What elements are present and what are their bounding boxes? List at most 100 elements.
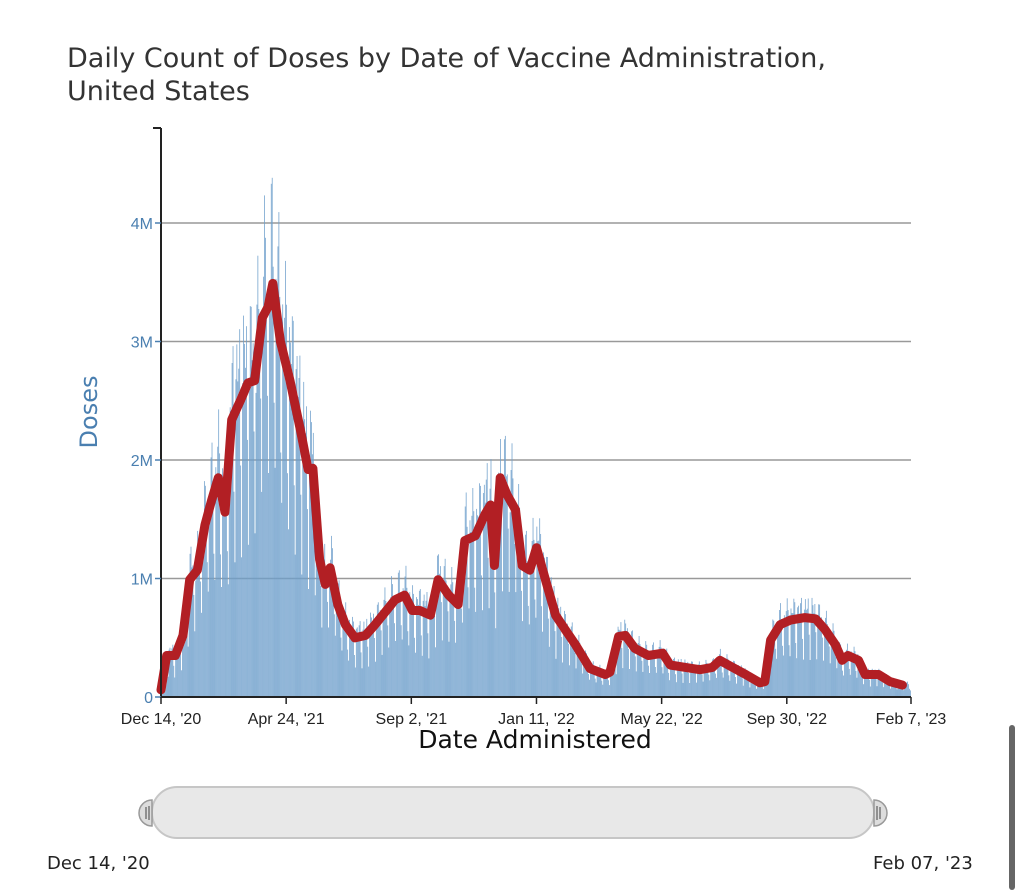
daily-bar: [815, 632, 817, 697]
daily-bar: [809, 660, 811, 697]
daily-bar: [286, 304, 287, 697]
daily-bar: [424, 606, 426, 697]
daily-bar: [620, 622, 622, 697]
daily-bar: [631, 631, 632, 697]
daily-bar: [408, 645, 410, 697]
daily-bar: [459, 570, 460, 697]
daily-bar: [468, 608, 470, 697]
daily-bar: [497, 476, 499, 697]
daily-bar: [771, 634, 773, 697]
daily-bar: [212, 484, 214, 697]
daily-bar: [452, 582, 454, 697]
daily-bar: [617, 626, 619, 697]
daily-bar: [811, 597, 813, 697]
daily-bar: [858, 655, 860, 697]
daily-bar: [869, 686, 871, 697]
daily-bar: [449, 602, 451, 697]
daily-bar: [535, 617, 537, 697]
daily-bar: [568, 665, 570, 697]
daily-bar: [659, 640, 661, 697]
daily-bar: [512, 478, 514, 697]
daily-bar: [541, 606, 542, 697]
daily-bar: [480, 485, 481, 697]
daily-bar: [627, 628, 628, 697]
daily-bar: [305, 433, 307, 697]
daily-bar: [476, 508, 478, 697]
daily-bar: [300, 494, 302, 697]
daily-bar: [237, 381, 239, 697]
daily-bar: [729, 680, 731, 697]
daily-bar: [432, 598, 434, 697]
daily-bar: [227, 584, 229, 697]
daily-bar: [418, 590, 420, 697]
daily-bar: [337, 583, 339, 697]
range-slider[interactable]: [138, 786, 888, 839]
daily-bar: [561, 637, 563, 697]
daily-bar: [239, 329, 241, 697]
daily-bar: [612, 654, 614, 697]
daily-bar: [456, 604, 457, 697]
daily-bar: [259, 323, 261, 697]
daily-bar: [440, 602, 442, 697]
daily-bar: [681, 673, 683, 697]
daily-bar: [902, 688, 904, 697]
daily-bar: [746, 673, 748, 697]
daily-bar: [416, 597, 417, 697]
daily-bar: [887, 678, 888, 697]
daily-bar: [339, 603, 341, 697]
daily-bar: [272, 266, 274, 697]
daily-bar: [555, 658, 557, 697]
daily-bar: [686, 665, 688, 697]
daily-bar: [392, 584, 393, 697]
daily-bar: [614, 663, 616, 697]
daily-bar: [844, 655, 845, 697]
daily-bar: [220, 554, 221, 697]
daily-bar: [453, 597, 455, 697]
daily-bar: [598, 668, 600, 697]
daily-bar: [310, 410, 311, 697]
daily-bar: [229, 407, 231, 697]
daily-bar: [349, 619, 350, 697]
daily-bar: [832, 623, 834, 697]
daily-bar: [558, 608, 560, 697]
range-handle-right[interactable]: [873, 799, 888, 827]
daily-bar: [622, 668, 624, 697]
daily-bar: [543, 552, 544, 697]
daily-bar: [263, 276, 264, 697]
daily-bar: [863, 684, 864, 697]
daily-bar: [509, 512, 511, 697]
daily-bar: [203, 524, 204, 697]
daily-bar: [526, 561, 528, 697]
daily-bar: [169, 647, 171, 697]
y-tick-label: 3M: [131, 335, 153, 352]
daily-bar: [733, 660, 735, 697]
range-slider-track[interactable]: [151, 786, 875, 839]
daily-bar: [311, 422, 312, 697]
daily-bar: [353, 621, 354, 697]
daily-bar: [388, 647, 390, 697]
daily-bar: [369, 628, 371, 697]
daily-bar: [634, 656, 636, 697]
daily-bar: [183, 614, 185, 697]
daily-bar: [584, 657, 585, 697]
daily-bar: [343, 617, 345, 697]
daily-bar: [653, 642, 654, 697]
daily-bar: [222, 468, 223, 697]
daily-bar: [243, 315, 244, 697]
daily-bar: [323, 559, 325, 697]
daily-bar: [493, 515, 495, 697]
daily-bar: [466, 526, 468, 697]
daily-bar: [224, 490, 225, 697]
daily-bar: [190, 546, 192, 697]
scrollbar[interactable]: [1009, 725, 1015, 890]
range-handle-left[interactable]: [138, 799, 153, 827]
daily-bar: [583, 658, 585, 697]
daily-bar: [384, 587, 386, 697]
daily-bar: [281, 502, 283, 697]
daily-bar: [338, 580, 340, 697]
daily-bar: [798, 605, 800, 697]
daily-bar: [419, 589, 421, 697]
daily-bar: [853, 646, 855, 697]
daily-bar: [197, 530, 199, 697]
daily-bar: [209, 502, 211, 697]
